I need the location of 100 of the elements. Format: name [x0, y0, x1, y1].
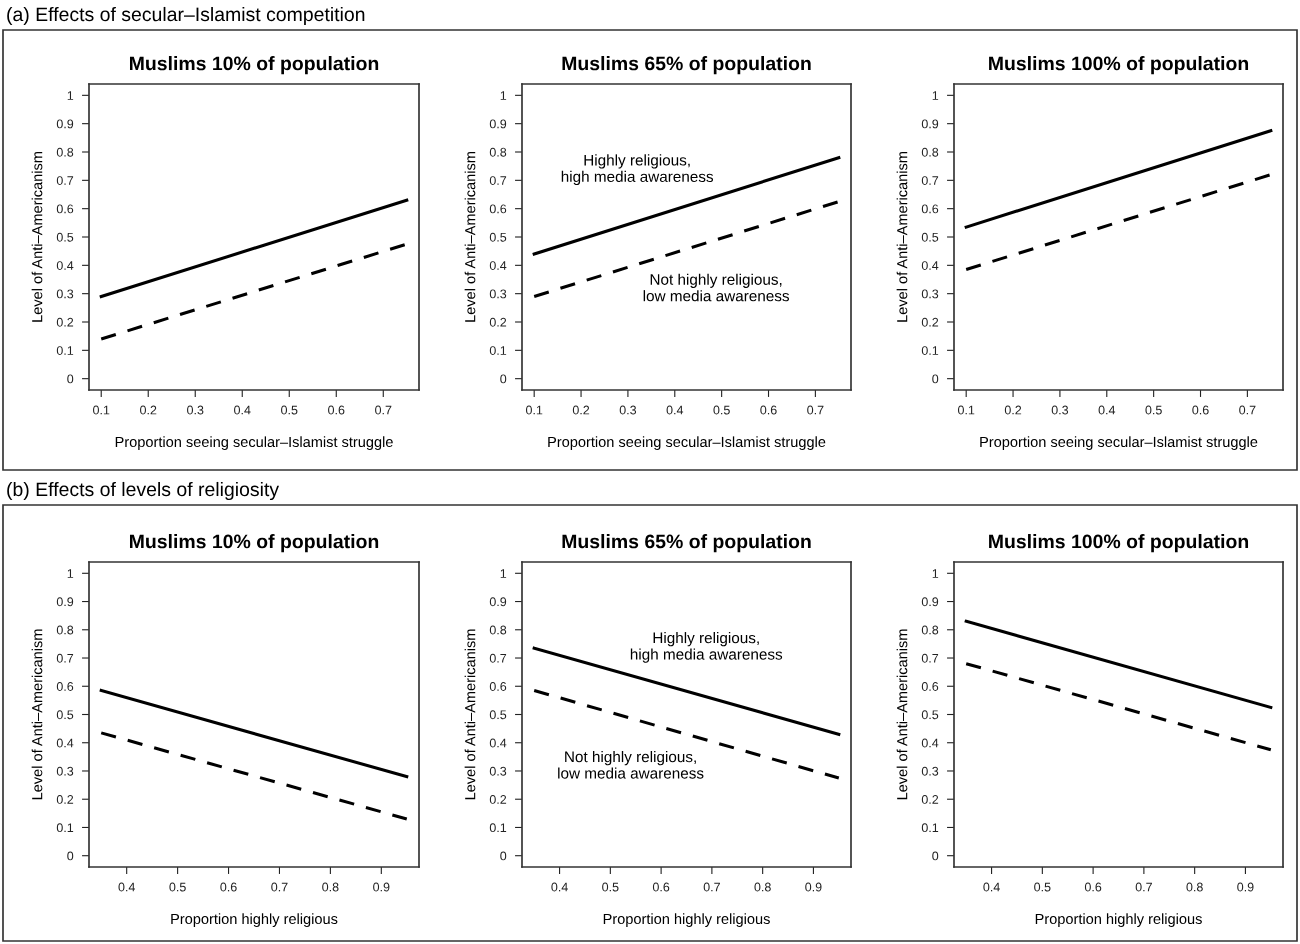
x-tick-label: 0.4 — [983, 882, 1000, 892]
y-tick-label: 0.4 — [489, 261, 507, 270]
y-tick-label: 0.1 — [56, 823, 74, 833]
y-tick-label: 0.1 — [56, 346, 74, 355]
y-tick-label: 0.8 — [489, 147, 507, 157]
x-tick-label: 0.5 — [281, 405, 298, 415]
x-tick-label: 0.4 — [551, 882, 568, 892]
y-tick-label: 1 — [500, 569, 507, 578]
y-tick-label: 0.3 — [921, 766, 939, 776]
y-tick-label: 0.8 — [489, 625, 507, 635]
y-tick-label: 1 — [932, 569, 939, 578]
x-tick-label: 0.7 — [807, 405, 824, 415]
chart-title: Muslims 10% of population — [129, 534, 379, 553]
y-tick-label: 0.2 — [921, 317, 939, 327]
y-tick-label: 0.9 — [921, 119, 939, 129]
x-tick-label: 0.6 — [220, 882, 237, 892]
x-tick-label: 0.7 — [703, 882, 720, 892]
x-tick-label: 0.8 — [754, 882, 771, 892]
x-tick-label: 0.5 — [1034, 882, 1051, 892]
chart-subtitle: (b) Effects of levels of religiosity — [7, 481, 280, 501]
x-tick-label: 0.2 — [140, 405, 157, 415]
x-tick-label: 0.4 — [234, 405, 251, 415]
x-tick-label: 0.3 — [619, 405, 637, 415]
chart-title: Muslims 100% of population — [989, 56, 1249, 75]
annotation: Not highly religious, low media awareness — [558, 751, 704, 779]
x-tick-label: 0.6 — [328, 405, 345, 415]
y-tick-label: 0.7 — [489, 653, 507, 663]
y-tick-label: 0.9 — [489, 597, 507, 607]
x-tick-label: 0.5 — [602, 882, 619, 892]
y-tick-label: 0.5 — [921, 232, 939, 242]
chart-title: Muslims 100% of population — [989, 534, 1249, 553]
x-axis-title: Proportion highly religious — [1035, 913, 1202, 927]
y-tick-label: 1 — [67, 91, 74, 100]
y-tick-label: 0.1 — [489, 823, 507, 833]
y-tick-label: 0 — [67, 374, 74, 384]
x-tick-label: 0.7 — [1135, 882, 1152, 892]
y-tick-label: 0.4 — [56, 261, 74, 270]
y-axis-title: Level of Anti–Americanism — [31, 629, 43, 800]
y-tick-label: 0.7 — [489, 176, 507, 185]
chart-title: Muslims 10% of population — [129, 56, 379, 75]
y-tick-label: 1 — [67, 569, 74, 578]
y-tick-label: 0.8 — [921, 147, 939, 157]
x-tick-label: 0.9 — [805, 882, 822, 892]
x-axis-title: Proportion seeing secular–Islamist struggle — [115, 436, 393, 450]
y-tick-label: 0.4 — [921, 261, 939, 270]
chart-title: Muslims 65% of population — [562, 534, 811, 553]
x-tick-label: 0.6 — [1084, 882, 1102, 892]
y-tick-label: 0.5 — [489, 232, 507, 242]
x-tick-label: 0.6 — [1192, 405, 1209, 415]
x-axis-title: Proportion highly religious — [603, 913, 770, 927]
x-tick-label: 0.4 — [1098, 405, 1116, 415]
y-tick-label: 0.6 — [489, 204, 507, 214]
y-tick-label: 0.2 — [56, 317, 74, 327]
y-tick-label: 0.6 — [56, 204, 74, 214]
y-tick-label: 0.7 — [56, 653, 74, 663]
x-tick-label: 0.2 — [1004, 405, 1022, 415]
x-tick-label: 0.3 — [187, 405, 204, 415]
y-axis-title: Level of Anti–Americanism — [464, 629, 476, 800]
y-tick-label: 0.2 — [921, 795, 939, 804]
y-tick-label: 0.7 — [921, 653, 939, 663]
x-tick-label: 0.4 — [118, 882, 136, 892]
y-tick-label: 0.2 — [56, 795, 74, 804]
x-tick-label: 0.9 — [1237, 882, 1254, 892]
y-tick-label: 0.8 — [56, 625, 74, 635]
x-axis-title: Proportion seeing secular–Islamist struggle — [980, 436, 1258, 450]
y-tick-label: 0 — [500, 374, 507, 384]
y-tick-label: 0.5 — [489, 710, 507, 720]
y-tick-label: 0.7 — [56, 176, 74, 185]
y-tick-label: 0.5 — [921, 710, 939, 720]
y-tick-label: 0.9 — [56, 597, 74, 607]
y-tick-label: 1 — [500, 91, 507, 100]
x-tick-label: 0.8 — [1186, 882, 1203, 892]
annotation: Highly religious, high media awareness — [630, 632, 783, 663]
x-tick-label: 0.7 — [375, 405, 392, 415]
x-tick-label: 0.7 — [271, 882, 288, 892]
y-tick-label: 0 — [500, 851, 507, 861]
y-tick-label: 0.6 — [921, 204, 939, 214]
y-tick-label: 0.3 — [56, 289, 74, 299]
x-tick-label: 0.1 — [525, 405, 543, 415]
y-tick-label: 0.1 — [921, 823, 939, 833]
y-tick-label: 0.3 — [489, 289, 507, 299]
y-tick-label: 0.6 — [489, 682, 507, 691]
x-tick-label: 0.5 — [1145, 405, 1162, 415]
annotation: Not highly religious, low media awareness — [643, 273, 790, 302]
y-tick-label: 1 — [932, 91, 939, 100]
y-tick-label: 0 — [932, 374, 939, 384]
chart-subtitle: (a) Effects of secular–Islamist competition — [7, 6, 365, 26]
y-tick-label: 0.4 — [56, 738, 74, 748]
x-tick-label: 0.7 — [1239, 405, 1256, 415]
y-tick-label: 0.5 — [56, 232, 74, 242]
y-tick-label: 0.5 — [56, 710, 74, 720]
y-axis-title: Level of Anti–Americanism — [31, 152, 43, 322]
y-tick-label: 0.9 — [56, 119, 74, 129]
x-axis-title: Proportion seeing secular–Islamist struggle — [548, 436, 826, 450]
x-tick-label: 0.6 — [652, 882, 670, 892]
y-axis-title: Level of Anti–Americanism — [464, 152, 476, 322]
y-tick-label: 0.3 — [56, 766, 74, 776]
y-tick-label: 0.3 — [489, 766, 507, 776]
y-tick-label: 0 — [67, 851, 74, 861]
x-tick-label: 0.5 — [169, 882, 186, 892]
